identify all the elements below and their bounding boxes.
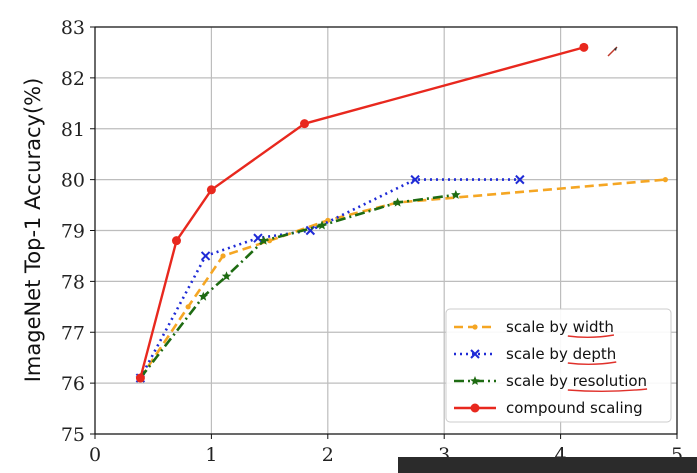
data-point [198, 291, 208, 301]
legend-label: scale by width [506, 318, 614, 336]
data-point [259, 235, 269, 245]
data-point [392, 197, 403, 207]
pen-cursor-icon [607, 46, 618, 57]
data-point [451, 189, 461, 199]
legend-box [445, 308, 672, 423]
overlay-caption-strip [398, 457, 697, 473]
legend-underline [567, 334, 615, 338]
legend-label: compound scaling [506, 399, 643, 417]
legend-marker [470, 403, 480, 413]
y-tick-label: 76 [61, 373, 85, 395]
series-layer [135, 42, 668, 383]
series-compound-scaling [135, 42, 589, 383]
data-point [515, 174, 525, 185]
legend-underline [567, 388, 648, 392]
x-marker-stroke [253, 233, 263, 243]
data-point [579, 42, 589, 52]
data-point [185, 304, 191, 310]
x-tick-label: 0 [89, 444, 101, 466]
legend-label: scale by resolution [506, 372, 647, 390]
y-tick-label: 75 [61, 424, 85, 446]
legend-marker [472, 324, 478, 330]
x-marker-stroke [305, 225, 316, 236]
y-tick-label: 82 [61, 68, 85, 90]
data-point [317, 220, 327, 230]
x-marker-stroke [200, 251, 211, 261]
data-point [410, 174, 420, 185]
data-point [200, 251, 211, 261]
y-tick-label: 80 [61, 170, 85, 192]
y-tick-label: 83 [61, 17, 85, 39]
data-point [135, 373, 145, 383]
data-point [300, 119, 310, 129]
y-tick-label: 77 [61, 322, 85, 344]
data-point [662, 177, 668, 183]
x-tick-label: 1 [205, 444, 217, 466]
y-tick-label: 79 [61, 221, 85, 243]
legend: scale by width scale by depth scale by res… [445, 308, 672, 423]
data-point [171, 236, 181, 246]
legend-underline [567, 361, 617, 365]
series-line [139, 178, 520, 379]
plot-axes [90, 26, 678, 439]
x-tick-label: 2 [322, 444, 334, 466]
y-tick-label: 78 [61, 271, 85, 293]
data-point [253, 233, 263, 243]
x-marker-stroke [515, 174, 525, 185]
x-marker-stroke [410, 174, 420, 185]
series-scale-by-resolution [135, 189, 461, 383]
data-point [220, 253, 226, 259]
y-axis-label: ImageNet Top-1 Accuracy(%) [21, 78, 45, 383]
legend-label: scale by depth [506, 345, 616, 363]
legend-marker [470, 349, 480, 359]
x-marker-stroke [470, 349, 480, 359]
y-tick-label: 81 [61, 119, 85, 141]
data-point [305, 225, 316, 236]
data-point [206, 185, 216, 195]
data-point [221, 271, 232, 281]
legend-marker [470, 376, 480, 385]
